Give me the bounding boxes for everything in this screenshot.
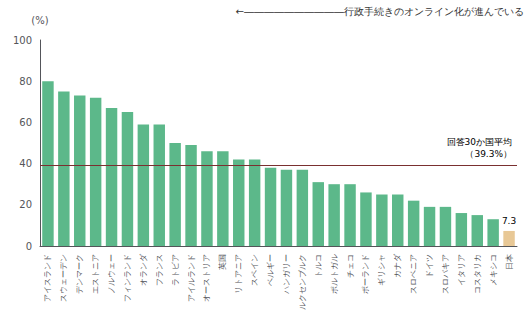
svg-text:アイスランド: アイスランド	[43, 254, 52, 302]
svg-text:デンマーク: デンマーク	[75, 254, 84, 294]
svg-text:ポーランド: ポーランド	[361, 254, 370, 294]
svg-text:←――――――――――行政手続きのオンライン化が進んでいる: ←――――――――――行政手続きのオンライン化が進んでいる	[236, 6, 524, 17]
svg-text:80: 80	[19, 76, 32, 87]
svg-text:日本: 日本	[505, 254, 514, 270]
svg-text:ノルウェー: ノルウェー	[107, 254, 116, 294]
svg-text:ベルギー: ベルギー	[266, 254, 275, 286]
svg-text:トルコ: トルコ	[314, 254, 323, 278]
svg-text:オランダ: オランダ	[139, 253, 148, 286]
svg-text:フランス: フランス	[155, 254, 164, 286]
svg-text:メキシコ: メキシコ	[489, 254, 498, 286]
svg-text:スロベニア: スロベニア	[409, 254, 418, 294]
svg-text:（39.3%）: （39.3%）	[465, 149, 512, 159]
svg-text:スロバキア: スロバキア	[441, 254, 450, 294]
svg-text:リトアニア: リトアニア	[234, 254, 243, 294]
svg-text:20: 20	[19, 199, 32, 210]
svg-text:コスタリカ: コスタリカ	[473, 254, 482, 294]
svg-text:カナダ: カナダ	[393, 253, 402, 278]
svg-text:7.3: 7.3	[502, 216, 516, 226]
svg-text:イタリア: イタリア	[457, 254, 466, 286]
svg-text:(%): (%)	[31, 15, 48, 26]
svg-text:ハンガリー: ハンガリー	[282, 254, 291, 295]
svg-text:ドイツ: ドイツ	[425, 254, 434, 278]
svg-text:回答30か国平均: 回答30か国平均	[447, 137, 512, 147]
svg-text:英国: 英国	[218, 254, 227, 270]
svg-text:0: 0	[26, 241, 32, 252]
svg-text:スペイン: スペイン	[250, 254, 259, 286]
svg-text:ギリシャ: ギリシャ	[377, 254, 386, 286]
svg-text:40: 40	[19, 158, 32, 169]
svg-text:ポルトガル: ポルトガル	[330, 254, 339, 294]
svg-text:100: 100	[13, 35, 32, 46]
svg-text:アイルランド: アイルランド	[187, 254, 196, 302]
svg-text:スウェーデン: スウェーデン	[59, 254, 68, 302]
svg-text:オーストリア: オーストリア	[202, 254, 211, 302]
svg-text:ラトビア: ラトビア	[171, 254, 180, 286]
svg-text:フィンランド: フィンランド	[123, 254, 132, 302]
svg-text:チェコ: チェコ	[346, 254, 355, 278]
svg-text:ルクセンブルク: ルクセンブルク	[298, 254, 307, 310]
svg-text:エストニア: エストニア	[91, 254, 100, 294]
svg-text:60: 60	[19, 117, 32, 128]
